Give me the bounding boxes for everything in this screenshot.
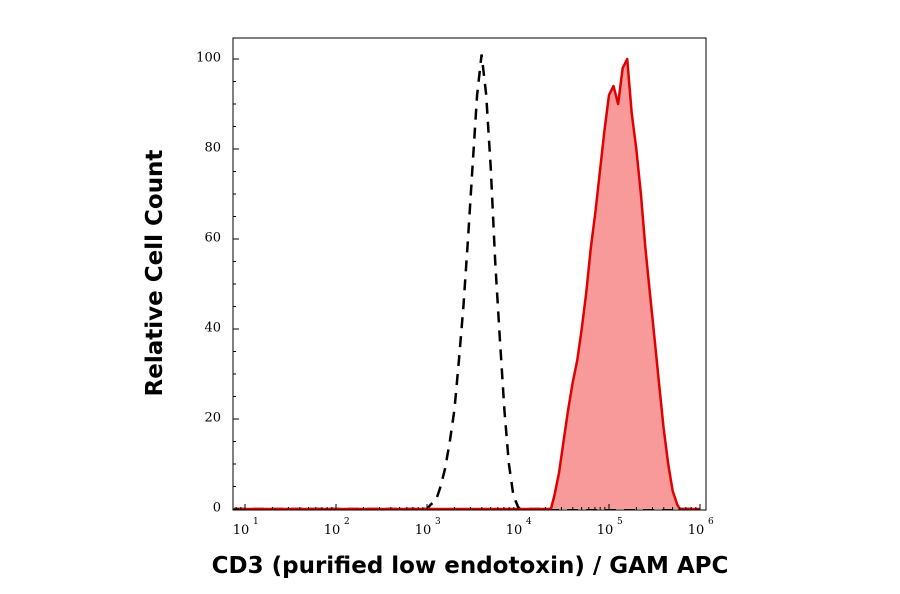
x-tick-label-3: 10 bbox=[506, 523, 523, 538]
plot-frame bbox=[232, 37, 707, 511]
x-tick-exponent-0: 1 bbox=[253, 517, 259, 527]
x-tick-exponent-2: 3 bbox=[435, 517, 441, 527]
series-line-1 bbox=[234, 57, 700, 511]
series-fill-1 bbox=[234, 59, 700, 509]
x-tick-exponent-5: 6 bbox=[708, 517, 714, 527]
y-tick-label-1: 20 bbox=[204, 411, 221, 426]
y-tick-label-3: 60 bbox=[204, 231, 221, 246]
x-tick-label-0: 10 bbox=[233, 523, 250, 538]
x-axis-title: CD3 (purified low endotoxin) / GAM APC bbox=[212, 553, 729, 579]
x-tick-exponent-1: 2 bbox=[344, 517, 350, 527]
x-tick-label-4: 10 bbox=[597, 523, 614, 538]
x-tick-exponent-4: 5 bbox=[617, 517, 623, 527]
y-tick-label-4: 80 bbox=[204, 141, 221, 156]
x-tick-label-1: 10 bbox=[324, 523, 341, 538]
x-tick-label-5: 10 bbox=[688, 523, 705, 538]
y-tick-label-2: 40 bbox=[204, 321, 221, 336]
series-layer bbox=[234, 54, 700, 511]
x-tick-exponent-3: 4 bbox=[526, 517, 532, 527]
x-tick-label-2: 10 bbox=[415, 523, 432, 538]
y-tick-label-0: 0 bbox=[213, 501, 221, 516]
series-line-0 bbox=[234, 54, 700, 511]
y-tick-label-5: 100 bbox=[196, 51, 221, 66]
y-axis-title: Relative Cell Count bbox=[142, 150, 168, 397]
